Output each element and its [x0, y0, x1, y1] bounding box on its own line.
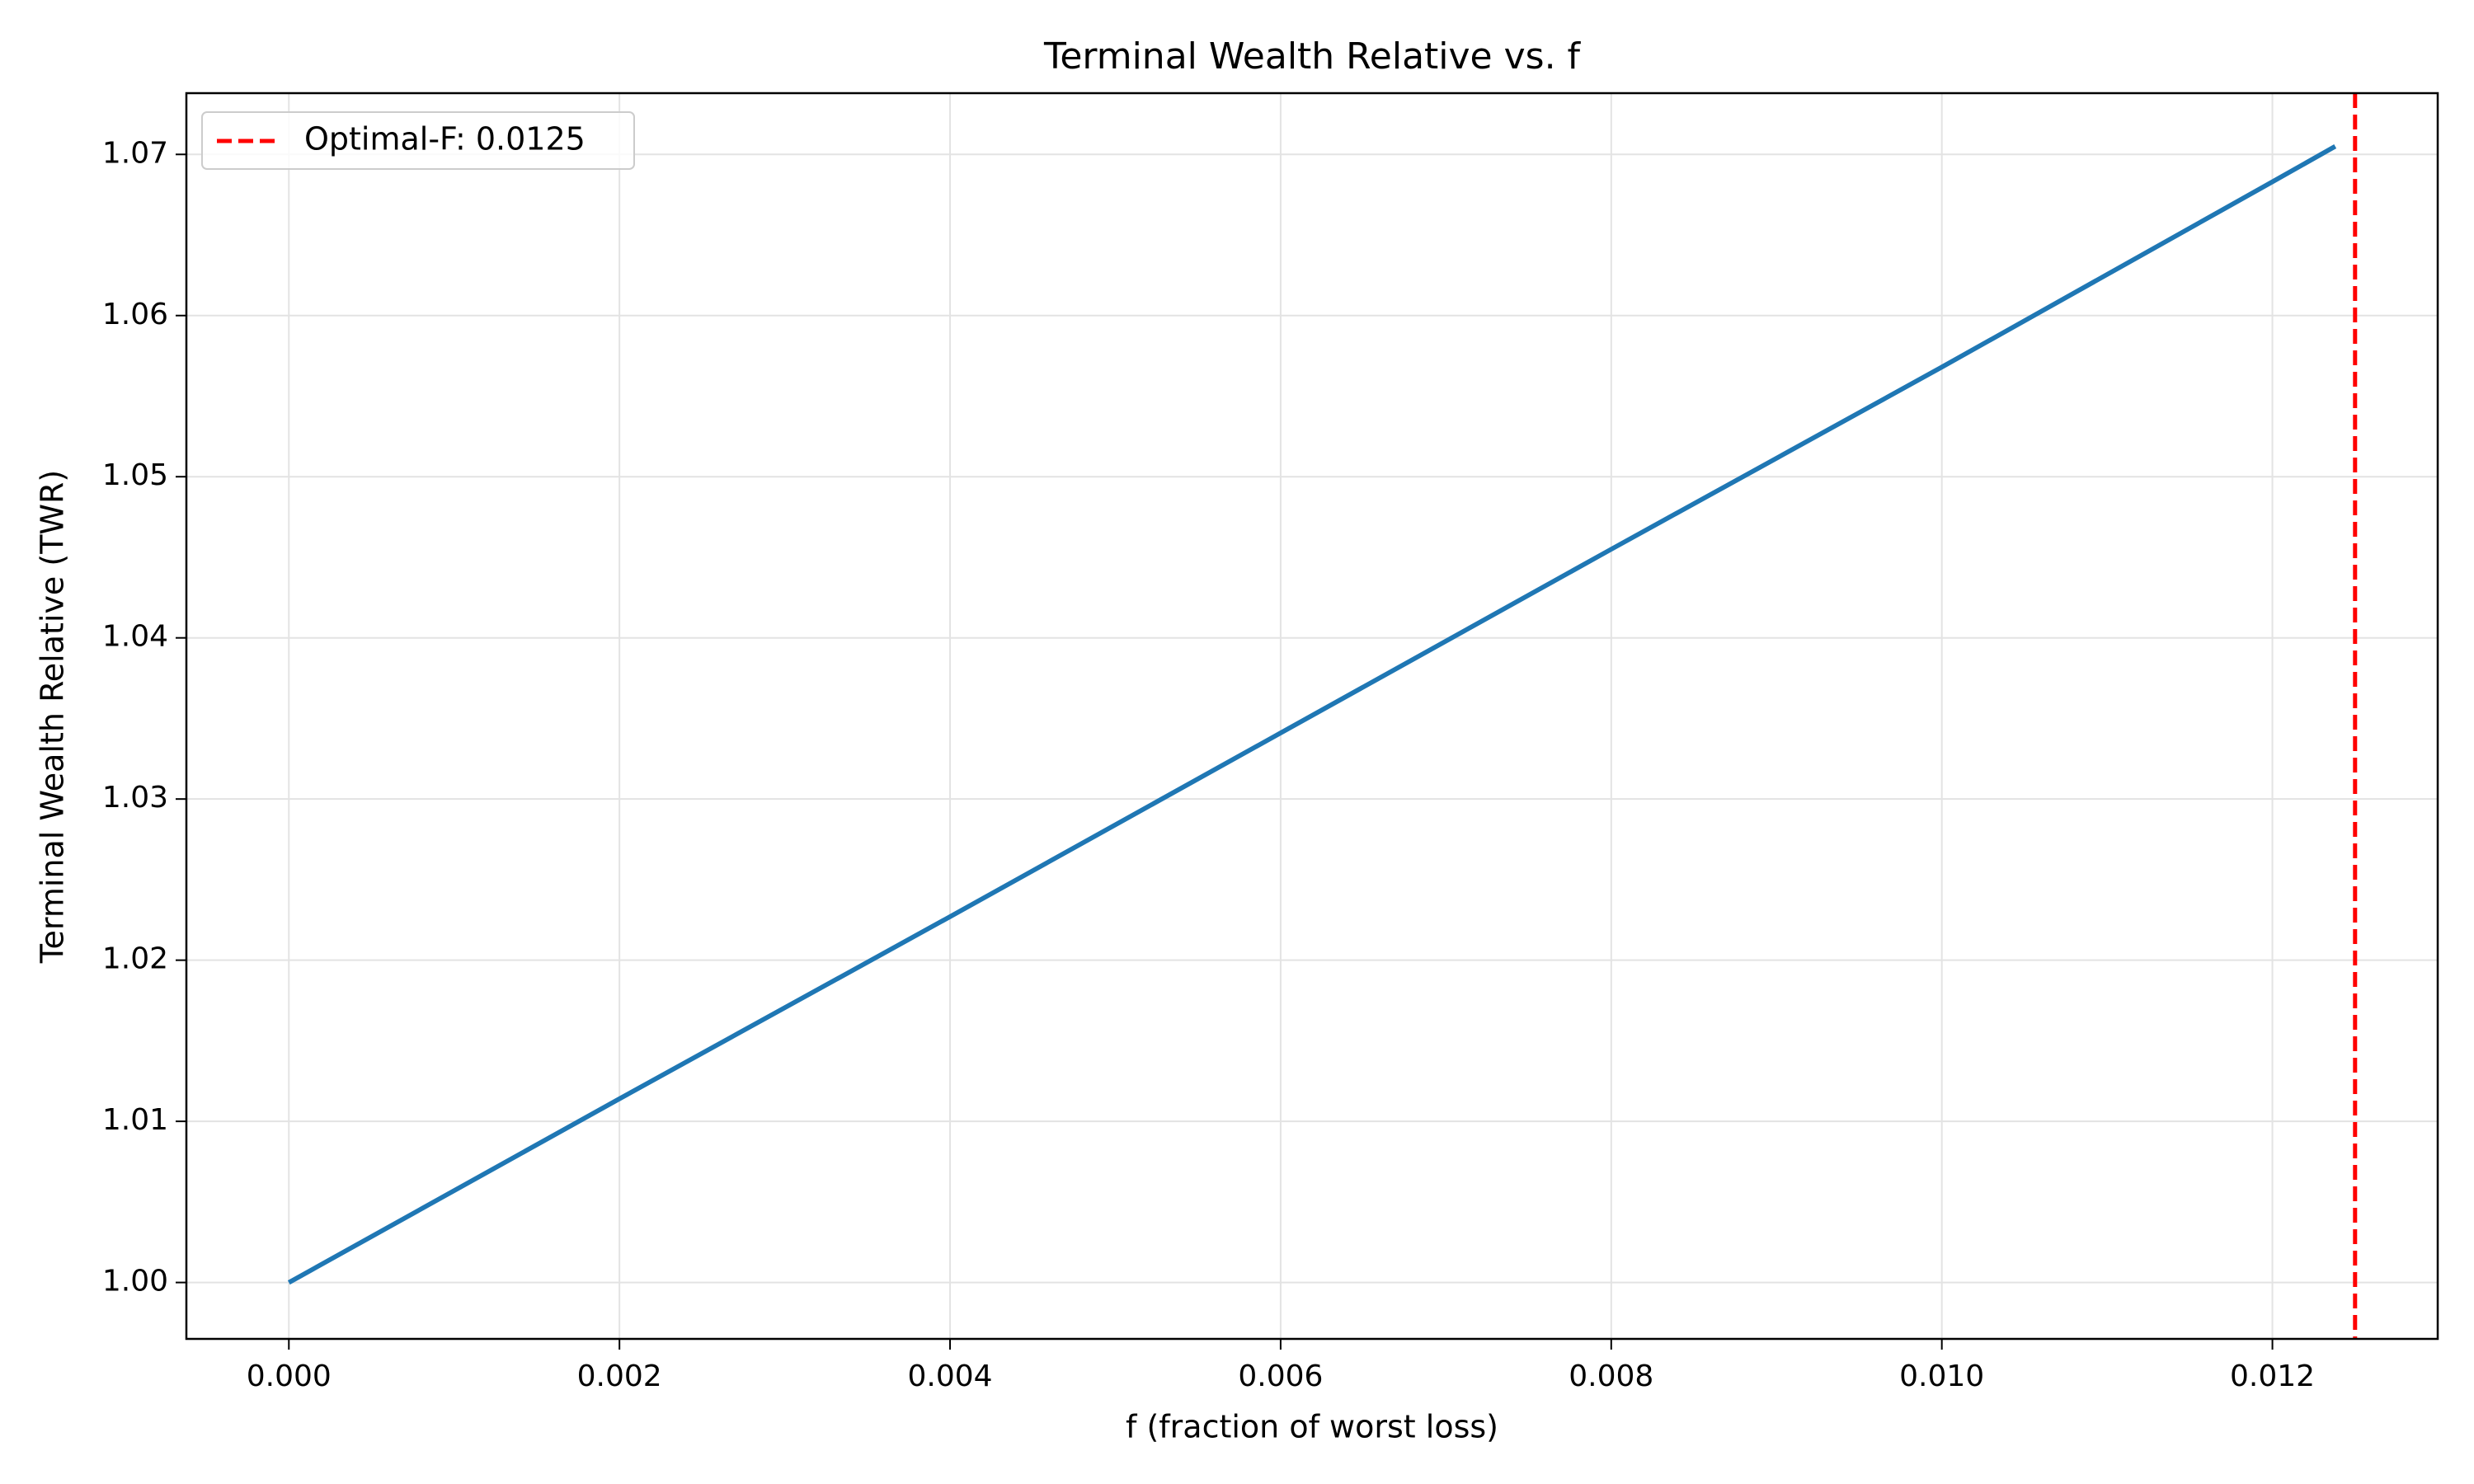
- x-tick-label: 0.004: [908, 1360, 993, 1393]
- x-tick-label: 0.002: [577, 1360, 662, 1393]
- legend-label: Optimal-F: 0.0125: [304, 121, 586, 157]
- y-axis-label: Terminal Wealth Relative (TWR): [35, 470, 71, 964]
- x-tick-label: 0.006: [1238, 1360, 1323, 1393]
- legend-box: [201, 111, 635, 170]
- y-tick-label: 1.06: [102, 298, 168, 331]
- x-axis-label: f (fraction of worst loss): [1126, 1409, 1498, 1445]
- data-line: [287, 144, 2337, 1285]
- y-tick-label: 1.01: [102, 1103, 168, 1137]
- x-tick-label: 0.012: [2230, 1360, 2315, 1393]
- y-tick-label: 1.00: [102, 1265, 168, 1298]
- y-tick-label: 1.03: [102, 781, 168, 815]
- y-tick-label: 1.07: [102, 136, 168, 170]
- x-tick-label: 0.010: [1899, 1360, 1984, 1393]
- y-tick-label: 1.05: [102, 458, 168, 492]
- y-tick-label: 1.04: [102, 620, 168, 654]
- plot-frame: [185, 92, 2439, 1341]
- x-tick-label: 0.000: [247, 1360, 332, 1393]
- x-tick-label: 0.008: [1569, 1360, 1653, 1393]
- chart-title: Terminal Wealth Relative vs. f: [1043, 35, 1582, 77]
- y-tick-label: 1.02: [102, 942, 168, 976]
